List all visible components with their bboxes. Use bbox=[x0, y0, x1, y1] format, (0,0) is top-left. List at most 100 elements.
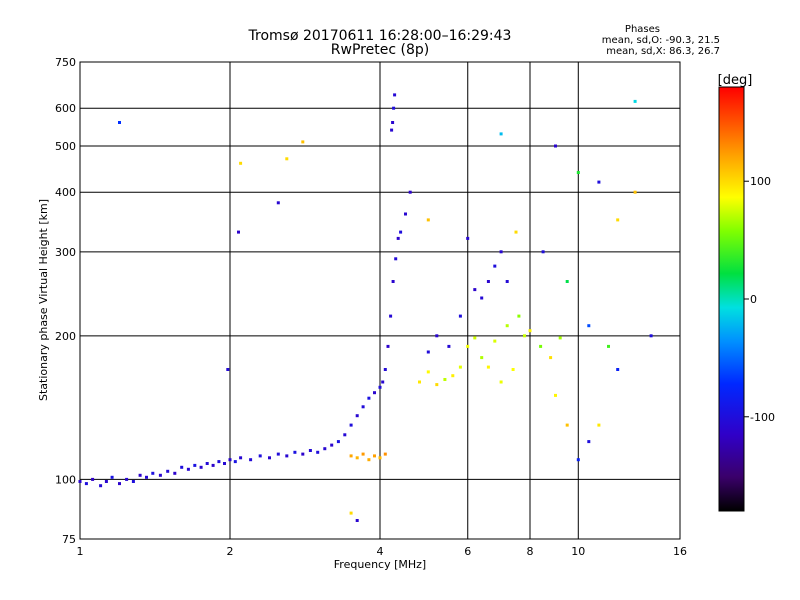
echo-point bbox=[381, 380, 385, 384]
echo-point bbox=[383, 368, 387, 371]
echo-point bbox=[78, 480, 82, 483]
echo-point bbox=[110, 475, 114, 479]
echo-point bbox=[404, 212, 407, 216]
echo-point bbox=[393, 93, 397, 97]
echo-point bbox=[499, 380, 503, 384]
echo-point bbox=[367, 458, 371, 462]
x-tick-label: 16 bbox=[673, 545, 687, 558]
echo-point bbox=[258, 454, 262, 458]
echo-point bbox=[361, 405, 365, 409]
echo-point bbox=[576, 458, 580, 462]
echo-point bbox=[597, 180, 601, 184]
echo-point bbox=[316, 450, 320, 454]
colorbar-label: [deg] bbox=[718, 73, 753, 88]
y-tick-label: 100 bbox=[55, 473, 76, 486]
echo-point bbox=[386, 344, 390, 348]
echo-point bbox=[499, 132, 503, 136]
echo-point bbox=[378, 385, 382, 389]
echo-point bbox=[528, 329, 532, 333]
echo-point bbox=[392, 106, 396, 110]
echo-point bbox=[237, 230, 240, 234]
echo-point bbox=[217, 460, 221, 464]
echo-point bbox=[180, 465, 184, 469]
colorbar-ticks: 100 0 -100 bbox=[744, 175, 775, 424]
echo-point bbox=[458, 314, 462, 318]
echo-point bbox=[426, 370, 430, 374]
echo-point bbox=[308, 449, 312, 452]
echo-point bbox=[84, 482, 88, 486]
echo-point bbox=[396, 236, 400, 240]
echo-point bbox=[493, 264, 497, 268]
echo-point bbox=[118, 121, 121, 124]
echo-point bbox=[145, 475, 148, 479]
echo-point bbox=[211, 463, 215, 467]
echo-point bbox=[383, 452, 387, 456]
echo-point bbox=[597, 423, 601, 427]
echo-point bbox=[558, 336, 562, 340]
stats-heading: Phases bbox=[625, 24, 660, 35]
data-points bbox=[78, 93, 653, 522]
echo-point bbox=[239, 161, 243, 165]
echo-point bbox=[435, 334, 439, 338]
echo-point bbox=[390, 128, 394, 132]
echo-point bbox=[228, 458, 232, 462]
echo-point bbox=[268, 456, 271, 460]
echo-point bbox=[276, 452, 280, 456]
echo-point bbox=[378, 456, 382, 460]
echo-point bbox=[587, 324, 591, 328]
echo-point bbox=[499, 250, 503, 254]
y-tick-label: 600 bbox=[55, 102, 76, 115]
echo-point bbox=[373, 454, 376, 458]
echo-point bbox=[285, 157, 289, 161]
echo-point bbox=[349, 423, 353, 427]
echo-point bbox=[511, 368, 515, 371]
echo-point bbox=[391, 121, 395, 124]
echo-point bbox=[458, 365, 462, 369]
x-tick-label: 4 bbox=[377, 545, 384, 558]
echo-point bbox=[616, 368, 620, 371]
echo-point bbox=[355, 456, 359, 460]
echo-point bbox=[633, 99, 637, 103]
echo-point bbox=[151, 471, 155, 475]
stats-x-mode: mean, sd,X: 86.3, 26.7 bbox=[606, 46, 720, 57]
echo-point bbox=[426, 350, 430, 354]
echo-point bbox=[486, 280, 490, 283]
y-tick-label: 200 bbox=[55, 330, 76, 343]
echo-point bbox=[349, 511, 353, 515]
echo-point bbox=[223, 462, 226, 465]
echo-point bbox=[576, 171, 580, 174]
echo-point bbox=[361, 452, 365, 456]
echo-point bbox=[554, 144, 557, 148]
echo-point bbox=[486, 365, 490, 369]
echo-point bbox=[607, 344, 610, 348]
echo-point bbox=[293, 450, 297, 454]
echo-point bbox=[451, 374, 455, 378]
echo-point bbox=[131, 480, 135, 483]
echo-point bbox=[349, 454, 353, 458]
colorbar-tick-label: 0 bbox=[750, 293, 757, 306]
echo-point bbox=[391, 280, 395, 283]
echo-point bbox=[473, 288, 477, 292]
echo-point bbox=[186, 467, 190, 471]
echo-point bbox=[249, 458, 253, 462]
echo-point bbox=[523, 334, 526, 338]
x-tick-label: 6 bbox=[464, 545, 471, 558]
echo-point bbox=[276, 201, 280, 205]
echo-point bbox=[323, 447, 327, 451]
echo-point bbox=[199, 465, 203, 469]
echo-point bbox=[418, 380, 421, 384]
echo-point bbox=[435, 383, 439, 387]
echo-point bbox=[505, 280, 509, 283]
colorbar-tick-label: 100 bbox=[750, 175, 771, 188]
echo-point bbox=[158, 473, 162, 477]
echo-point bbox=[633, 190, 637, 194]
echo-point bbox=[205, 462, 209, 465]
colorbar-tick-label: -100 bbox=[750, 411, 775, 424]
echo-point bbox=[166, 469, 170, 473]
y-tick-labels: 75 100 200 300 400 500 600 750 bbox=[55, 56, 76, 546]
colorbar bbox=[718, 86, 745, 512]
grid-lines bbox=[80, 62, 680, 539]
echo-point bbox=[473, 336, 477, 340]
x-tick-label: 1 bbox=[77, 545, 84, 558]
echo-point bbox=[514, 230, 518, 234]
